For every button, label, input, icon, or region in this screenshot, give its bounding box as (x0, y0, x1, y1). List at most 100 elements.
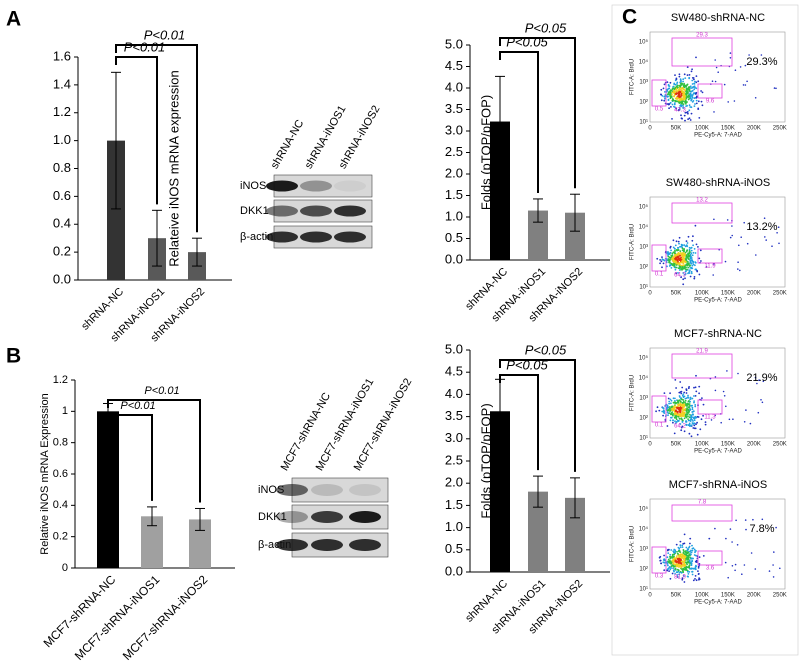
row-label: iNOS (240, 180, 266, 192)
event-dot (660, 88, 663, 91)
event-dot (674, 560, 677, 563)
event-dot (720, 421, 722, 424)
event-dot (714, 527, 716, 530)
event-dot (662, 410, 665, 413)
gate-value: 64.3 (674, 273, 686, 279)
event-dot (683, 248, 685, 251)
event-dot (674, 417, 677, 419)
event-dot (691, 406, 694, 409)
event-dot (673, 553, 676, 556)
event-dot (682, 399, 685, 401)
event-dot (686, 413, 689, 416)
event-dot (704, 423, 707, 426)
event-dot (697, 570, 699, 572)
event-dot (685, 264, 687, 266)
event-dot (695, 96, 698, 99)
event-dot (762, 380, 765, 383)
event-dot (686, 111, 689, 113)
event-dot (666, 568, 669, 570)
event-dot (672, 550, 675, 552)
event-dot (673, 262, 676, 265)
flow-x-tick: 100K (695, 593, 709, 599)
event-dot (694, 575, 697, 577)
event-dot (667, 103, 670, 105)
event-dot (672, 85, 675, 88)
event-dot (674, 79, 677, 82)
y-tick-label: 1.2 (53, 374, 68, 386)
event-dot (742, 84, 745, 86)
event-dot (687, 412, 690, 414)
flow-x-tick: 200K (747, 291, 761, 297)
event-dot (663, 569, 666, 572)
event-dot (661, 95, 664, 97)
event-dot (668, 402, 670, 405)
event-dot (687, 415, 689, 417)
event-dot (667, 95, 669, 98)
event-dot (687, 558, 690, 561)
bar (528, 491, 548, 572)
event-dot (666, 556, 669, 559)
event-dot (689, 261, 692, 264)
gate (697, 399, 723, 415)
event-dot (681, 563, 684, 566)
event-dot (684, 254, 686, 257)
event-dot (681, 402, 684, 404)
event-dot (695, 374, 697, 377)
flow-y-label: FITC-A: BrdU (630, 224, 636, 260)
event-dot (675, 557, 677, 560)
event-dot (697, 107, 700, 110)
event-dot (688, 248, 691, 251)
event-dot (686, 575, 689, 578)
event-dot (700, 418, 703, 421)
event-dot (698, 117, 701, 119)
flow-y-tick: 10⁴ (639, 59, 649, 66)
event-dot (695, 99, 698, 102)
event-dot (686, 66, 689, 68)
event-dot (693, 83, 696, 85)
event-dot (679, 88, 682, 91)
event-dot (727, 576, 729, 579)
event-dot (688, 74, 691, 76)
event-dot (695, 75, 698, 77)
event-dot (667, 255, 670, 258)
significance-bracket (107, 414, 153, 501)
gate-value: 64.2 (674, 424, 686, 430)
event-dot (668, 408, 670, 411)
event-dot (688, 270, 691, 273)
event-dot (667, 91, 670, 94)
y-tick-label: 3.5 (445, 408, 463, 423)
y-axis-label: Folds (pTOP/pFOP) (478, 403, 493, 518)
event-dot (671, 118, 673, 120)
event-dot (687, 406, 690, 409)
event-dot (671, 103, 674, 106)
band (334, 180, 366, 192)
event-dot (674, 91, 677, 93)
event-dot (681, 249, 684, 252)
event-dot (686, 412, 688, 414)
event-dot (674, 87, 676, 90)
event-dot (680, 417, 683, 420)
event-dot (666, 411, 669, 413)
event-dot (670, 106, 672, 108)
event-dot (693, 386, 695, 389)
band (349, 539, 381, 551)
event-dot (772, 576, 775, 578)
event-dot (673, 552, 676, 554)
event-dot (683, 100, 685, 103)
row-label: DKK1 (240, 205, 269, 217)
bar (141, 516, 163, 568)
event-dot (666, 265, 668, 268)
event-dot (676, 411, 679, 413)
event-dot (676, 576, 679, 578)
panel-label: A (6, 8, 21, 31)
gate (697, 83, 723, 99)
event-dot (671, 91, 674, 94)
event-dot (685, 254, 688, 256)
event-dot (675, 89, 678, 91)
flow-x-tick: 0 (648, 291, 652, 297)
event-dot (677, 419, 680, 422)
band (266, 180, 298, 192)
event-dot (680, 413, 683, 415)
band (276, 511, 308, 523)
event-dot (763, 217, 766, 219)
